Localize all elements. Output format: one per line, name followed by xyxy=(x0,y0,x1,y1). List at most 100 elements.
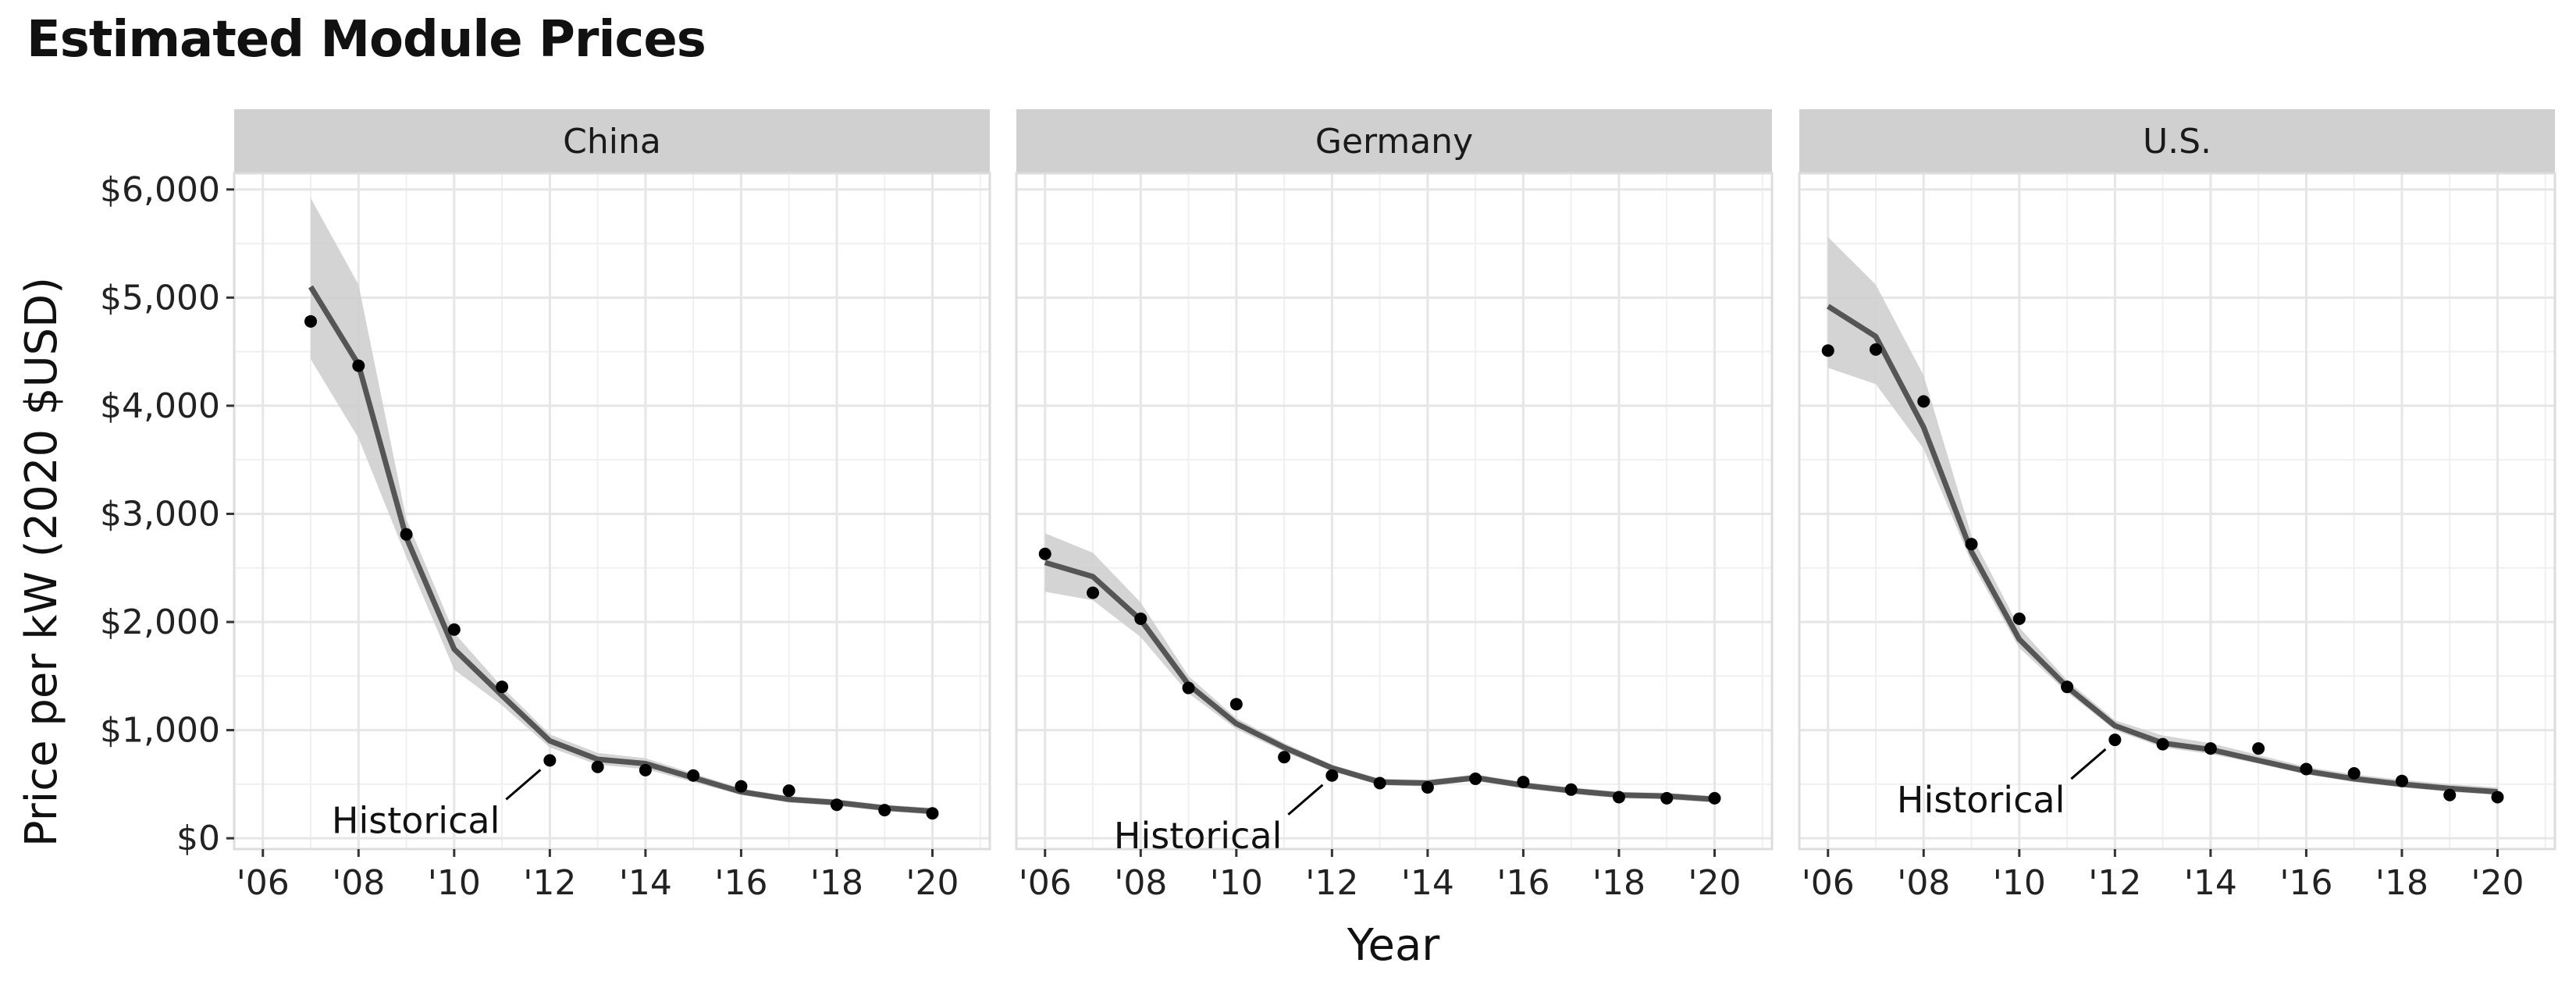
x-tick-label: '06 xyxy=(1802,863,1855,903)
annotation-leader xyxy=(1287,784,1324,816)
x-tick-label: '08 xyxy=(1114,863,1167,903)
facet-panel-2: U.S. Historical '06 '08 '10 '12 '14 '16 '18 '20 xyxy=(1798,109,2556,903)
x-tick-label: '12 xyxy=(1305,863,1358,903)
historical-point xyxy=(543,754,557,767)
historical-point xyxy=(878,804,891,817)
historical-point xyxy=(1182,681,1195,695)
x-tick-label: '18 xyxy=(810,863,863,903)
historical-point xyxy=(1517,776,1530,789)
historical-point xyxy=(1917,395,1930,408)
x-tick-label: '08 xyxy=(1897,863,1950,903)
estimate-line xyxy=(308,285,933,814)
historical-point xyxy=(591,760,604,773)
historical-point xyxy=(830,798,843,812)
historical-point xyxy=(1134,612,1147,625)
y-axis-title: Price per kW (2020 $USD) xyxy=(16,277,67,847)
x-tick-label: '20 xyxy=(2471,863,2524,903)
historical-point xyxy=(1708,791,1721,805)
historical-point xyxy=(2443,788,2457,801)
historical-point xyxy=(2491,791,2504,804)
panels-layer: China Historical '06 '08 '10 '12 '14 '16 '18 '20 $… xyxy=(100,109,2556,903)
historical-point xyxy=(2395,774,2408,787)
x-tick-label: '12 xyxy=(523,863,576,903)
facet-strip xyxy=(1016,109,1772,173)
x-tick-label: '16 xyxy=(2279,863,2332,903)
historical-point xyxy=(304,314,318,328)
panel-border xyxy=(1015,172,1774,851)
historical-point xyxy=(1278,751,1291,764)
historical-point xyxy=(782,784,795,798)
x-tick-label: '06 xyxy=(1019,863,1072,903)
historical-point xyxy=(2300,762,2313,776)
historical-point xyxy=(2012,612,2026,625)
panel-background xyxy=(1799,173,2555,849)
historical-point xyxy=(1087,586,1100,599)
estimate-ribbon xyxy=(1827,236,2498,795)
historical-point xyxy=(496,681,509,694)
panel-background xyxy=(1016,173,1772,849)
panel-border xyxy=(1798,172,2556,851)
x-tick-label: '16 xyxy=(1496,863,1550,903)
historical-point xyxy=(1612,791,1625,804)
chart-title: Estimated Module Prices xyxy=(27,11,706,69)
historical-point xyxy=(2156,737,2169,751)
y-tick-label: $2,000 xyxy=(100,602,220,642)
annotation-label: Historical xyxy=(1897,779,2065,821)
x-axis-title: Year xyxy=(1347,920,1441,971)
annotation-leader xyxy=(2070,748,2107,780)
x-tick-label: '18 xyxy=(1592,863,1646,903)
facet-strip-label: China xyxy=(563,122,661,162)
facet-strip-label: Germany xyxy=(1315,122,1473,162)
historical-point xyxy=(639,763,652,776)
historical-point xyxy=(1821,344,1834,357)
historical-point xyxy=(1870,343,1883,356)
historical-point xyxy=(1469,772,1482,785)
y-tick-label: $0 xyxy=(176,819,220,858)
x-tick-label: '10 xyxy=(1210,863,1263,903)
historical-point xyxy=(1965,538,1978,551)
historical-point xyxy=(2108,734,2122,747)
y-tick-label: $6,000 xyxy=(100,170,220,210)
annotation-leader xyxy=(505,769,542,801)
facet-strip xyxy=(234,109,990,173)
historical-point xyxy=(1038,547,1051,560)
annotation-label: Historical xyxy=(332,799,500,841)
x-tick-label: '08 xyxy=(332,863,385,903)
historical-point xyxy=(447,623,461,636)
x-tick-label: '20 xyxy=(906,863,959,903)
annotation-label: Historical xyxy=(1114,815,1282,857)
historical-point xyxy=(735,780,748,793)
x-tick-label: '14 xyxy=(1401,863,1454,903)
y-tick-label: $5,000 xyxy=(100,278,220,318)
x-tick-label: '10 xyxy=(428,863,481,903)
historical-point xyxy=(1564,783,1578,796)
panel-background xyxy=(234,173,990,849)
y-tick-label: $3,000 xyxy=(100,494,220,534)
historical-point xyxy=(2061,681,2074,694)
historical-point xyxy=(1325,769,1339,782)
x-tick-label: '12 xyxy=(2088,863,2141,903)
facet-panel-1: Germany Historical '06 '08 '10 '12 '14 '16 '18 '2… xyxy=(1015,109,1774,903)
historical-point xyxy=(1421,781,1434,794)
historical-point xyxy=(2252,742,2265,755)
historical-point xyxy=(352,359,365,372)
historical-point xyxy=(1660,791,1674,805)
facet-strip xyxy=(1799,109,2555,173)
historical-point xyxy=(1373,776,1386,790)
historical-point xyxy=(2347,767,2361,780)
x-tick-label: '16 xyxy=(714,863,767,903)
x-tick-label: '14 xyxy=(2184,863,2237,903)
x-tick-label: '20 xyxy=(1688,863,1741,903)
historical-point xyxy=(687,769,700,782)
historical-point xyxy=(926,807,939,820)
x-tick-label: '10 xyxy=(1993,863,2046,903)
x-tick-label: '14 xyxy=(619,863,672,903)
y-tick-label: $1,000 xyxy=(100,711,220,751)
x-tick-label: '18 xyxy=(2375,863,2428,903)
x-tick-label: '06 xyxy=(237,863,290,903)
panel-border xyxy=(233,172,991,851)
facet-strip-label: U.S. xyxy=(2143,122,2211,162)
historical-point xyxy=(400,528,413,541)
facet-panel-0: China Historical '06 '08 '10 '12 '14 '16 '18 '20 $… xyxy=(100,109,991,903)
